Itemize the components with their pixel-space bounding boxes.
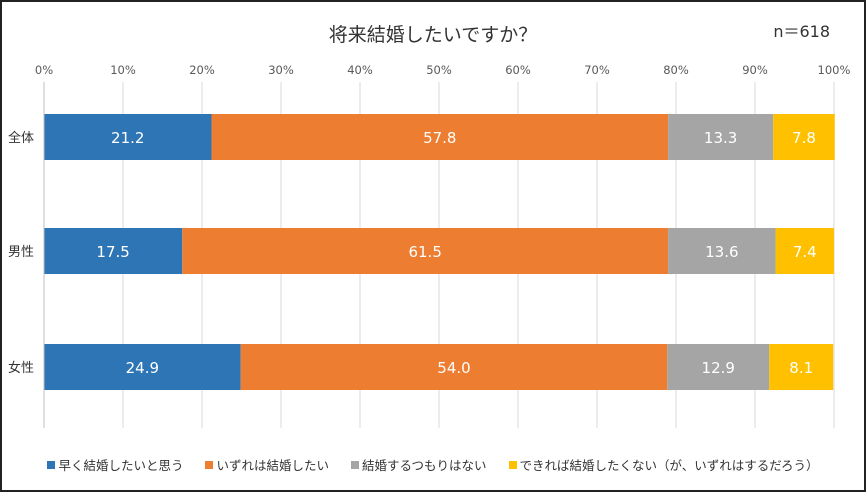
legend-label: 結婚するつもりはない: [362, 458, 487, 473]
chart-legend: 早く結婚したいと思う いずれは結婚したい 結婚するつもりはない できれば結婚したくない…: [0, 455, 866, 474]
data-label: 12.9: [702, 359, 735, 377]
bar-segment: [667, 344, 770, 390]
x-tick-label: 60%: [505, 63, 531, 77]
data-label: 17.5: [96, 243, 129, 261]
category-label: 女性: [8, 360, 34, 376]
x-tick-label: 30%: [268, 63, 294, 77]
legend-label: できれば結婚したくない（が、いずれはするだろう）: [519, 458, 819, 473]
category-label: 全体: [8, 130, 34, 146]
legend-swatch: [205, 460, 214, 469]
legend-swatch: [508, 460, 517, 469]
data-label: 21.2: [111, 129, 144, 147]
bar-segment: [44, 114, 212, 160]
data-label: 13.6: [705, 243, 738, 261]
x-tick-label: 50%: [426, 63, 452, 77]
data-label: 13.3: [704, 129, 737, 147]
data-label: 54.0: [437, 359, 470, 377]
bar-segment: [769, 344, 834, 390]
x-tick-label: 40%: [347, 63, 373, 77]
legend-swatch: [47, 460, 56, 469]
legend-item: いずれは結婚したい: [205, 455, 329, 474]
chart-title: 将来結婚したいですか？: [328, 24, 538, 46]
sample-size-label: n＝618: [773, 22, 830, 41]
legend-label: いずれは結婚したい: [216, 458, 329, 473]
bar-segment: [44, 344, 241, 390]
data-label: 8.1: [789, 359, 813, 377]
legend-label: 早く結婚したいと思う: [58, 458, 184, 473]
bar-segment: [668, 114, 774, 160]
bar-segment: [773, 114, 835, 160]
bar-segment: [182, 228, 669, 274]
bar-segment: [668, 228, 776, 274]
x-tick-label: 0%: [35, 63, 53, 77]
data-label: 57.8: [423, 129, 456, 147]
legend-item: できれば結婚したくない（が、いずれはするだろう）: [508, 455, 819, 474]
category-label: 男性: [8, 245, 34, 260]
bar-segment: [211, 114, 669, 160]
x-tick-label: 20%: [189, 63, 215, 77]
legend-swatch: [351, 460, 359, 469]
data-label: 7.8: [792, 129, 816, 147]
bar-segment: [44, 228, 183, 274]
x-tick-label: 80%: [663, 63, 689, 77]
data-label: 24.9: [126, 359, 159, 377]
x-tick-label: 90%: [742, 63, 768, 77]
legend-item: 早く結婚したいと思う: [47, 455, 183, 474]
x-tick-label: 70%: [584, 63, 610, 77]
data-label: 7.4: [793, 243, 817, 261]
legend-item: 結婚するつもりはない: [351, 455, 487, 474]
bar-segment: [775, 228, 834, 274]
x-tick-label: 100%: [818, 63, 851, 77]
x-tick-label: 10%: [110, 63, 136, 77]
bar-segment: [240, 344, 668, 390]
data-label: 61.5: [408, 243, 441, 261]
